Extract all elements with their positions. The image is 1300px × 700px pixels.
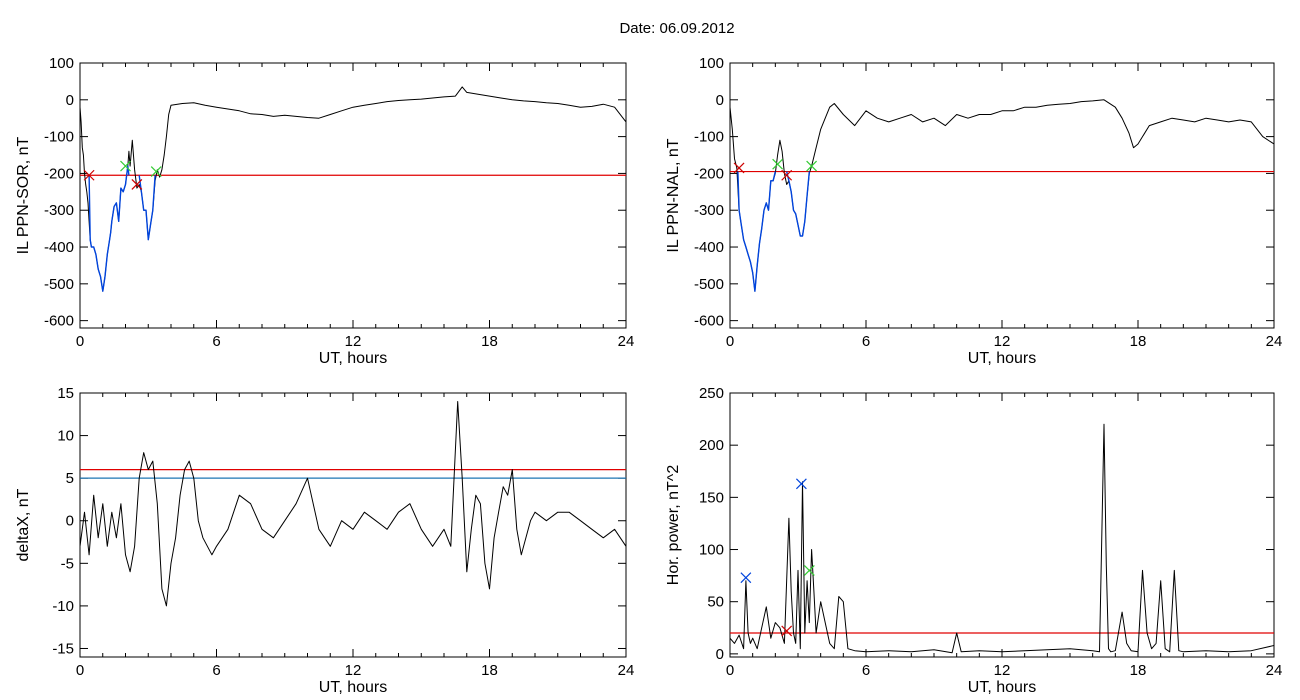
y-tick-label: 0	[716, 646, 724, 663]
figure-title: Date: 06.09.2012	[619, 20, 734, 37]
y-tick-label: -15	[52, 640, 74, 657]
plot-frame	[729, 62, 1275, 329]
x-marker-blue	[740, 572, 752, 584]
y-tick-label: -600	[44, 313, 74, 330]
y-tick-label: 10	[57, 428, 74, 445]
x-tick-label: 18	[481, 333, 498, 350]
series-line-black	[730, 99, 1274, 292]
y-tick-label: -10	[52, 598, 74, 615]
y-tick-label: -500	[44, 276, 74, 293]
x-tick-label: 24	[618, 662, 635, 679]
series-line-black	[730, 423, 1274, 654]
y-tick-label: -100	[44, 129, 74, 146]
y-tick-label: 100	[699, 55, 724, 72]
series-line-blue	[88, 165, 130, 292]
series-line-blue	[138, 175, 156, 241]
y-tick-label: -400	[694, 239, 724, 256]
x-tick-label: 18	[481, 662, 498, 679]
x-tick-label: 6	[862, 662, 870, 679]
y-tick-label: 100	[699, 542, 724, 559]
x-tick-label: 12	[994, 333, 1011, 350]
y-tick-label: 200	[699, 437, 724, 454]
y-axis-label: deltaX, nT	[15, 488, 32, 561]
series-line-blue	[737, 171, 776, 292]
chart-panel-p4: 0 6 12 18 24 250 200 150 100 50 0 UT, hours Hor. pow…	[665, 385, 1282, 696]
y-axis-label: Hor. power, nT^2	[665, 465, 682, 586]
chart-panel-p2: 0 6 12 18 24 100 0 -100 -200 -300 -400 -500 -600 UT, …	[665, 55, 1282, 367]
series-line-black	[80, 86, 626, 292]
plot-frame	[729, 392, 1275, 658]
x-tick-label: 6	[212, 333, 220, 350]
x-tick-label: 12	[345, 333, 362, 350]
y-tick-label: -200	[694, 165, 724, 182]
y-tick-label: -200	[44, 165, 74, 182]
y-tick-label: -300	[44, 202, 74, 219]
x-marker-green	[803, 564, 815, 576]
plot-frame	[79, 392, 627, 658]
x-marker-red	[733, 162, 745, 174]
y-tick-label: -100	[694, 129, 724, 146]
y-tick-label: 150	[699, 489, 724, 506]
x-tick-label: 18	[1130, 662, 1147, 679]
x-marker-red	[781, 169, 793, 181]
x-marker-green	[150, 166, 162, 178]
series-line-black	[80, 401, 626, 607]
x-marker-red	[131, 179, 143, 190]
plot-area	[730, 423, 1274, 654]
series-line-blue	[786, 171, 810, 237]
y-tick-label: 15	[57, 385, 74, 402]
y-tick-label: 0	[66, 92, 74, 109]
x-tick-label: 24	[1266, 333, 1283, 350]
plot-area	[80, 86, 626, 292]
x-tick-label: 18	[1130, 333, 1147, 350]
x-tick-label: 0	[76, 662, 84, 679]
y-tick-label: -400	[44, 239, 74, 256]
y-tick-label: -500	[694, 276, 724, 293]
x-marker-green	[772, 158, 784, 170]
x-marker-red	[83, 169, 95, 181]
x-marker-green	[120, 160, 131, 172]
x-axis-label: UT, hours	[968, 679, 1036, 696]
x-marker-green	[806, 160, 818, 172]
x-tick-label: 6	[862, 333, 870, 350]
y-tick-label: 0	[66, 513, 74, 530]
plot-area	[730, 99, 1274, 292]
x-marker-blue	[795, 478, 807, 490]
x-marker-red	[781, 625, 793, 637]
chart-panel-p1: 0 6 12 18 24 100 0 -100 -200 -300 -400 -500 -600 UT, …	[15, 55, 634, 367]
x-tick-label: 0	[726, 333, 734, 350]
y-axis-label: IL PPN-SOR, nT	[15, 136, 32, 254]
x-tick-label: 0	[76, 333, 84, 350]
x-axis-label: UT, hours	[319, 679, 387, 696]
y-tick-label: 50	[707, 594, 724, 611]
x-tick-label: 12	[345, 662, 362, 679]
plot-area	[80, 401, 626, 607]
y-tick-label: -5	[61, 555, 74, 572]
x-tick-label: 12	[994, 662, 1011, 679]
x-tick-label: 0	[726, 662, 734, 679]
chart-panel-p3: 0 6 12 18 24 15 10 5 0 -5 -10 -15 UT, hours deltaX, n…	[15, 385, 634, 696]
x-tick-label: 24	[1266, 662, 1283, 679]
y-tick-label: -300	[694, 202, 724, 219]
y-tick-label: 250	[699, 385, 724, 402]
x-tick-label: 6	[212, 662, 220, 679]
y-tick-label: -600	[694, 313, 724, 330]
y-axis-label: IL PPN-NAL, nT	[665, 138, 682, 252]
y-tick-label: 0	[716, 92, 724, 109]
x-axis-label: UT, hours	[968, 350, 1036, 367]
x-axis-label: UT, hours	[319, 350, 387, 367]
y-tick-label: 100	[49, 55, 74, 72]
x-tick-label: 24	[618, 333, 635, 350]
y-tick-label: 5	[66, 470, 74, 487]
